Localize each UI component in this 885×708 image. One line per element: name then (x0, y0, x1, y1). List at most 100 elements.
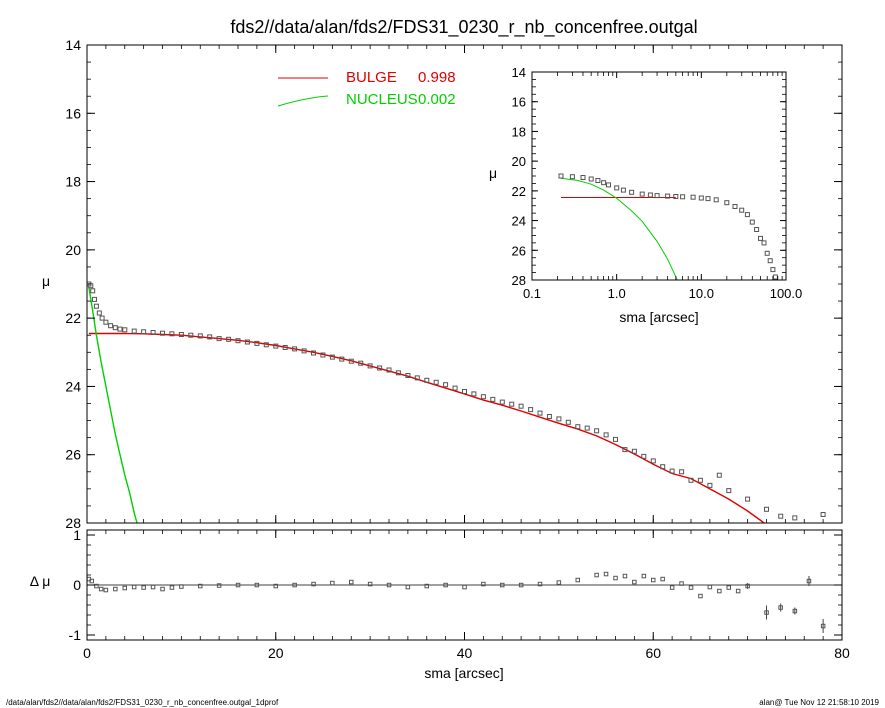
inset-data-point (569, 174, 575, 180)
main-data-point (339, 356, 345, 362)
main-data-point (650, 458, 656, 464)
main-axis-ticks: 14 16 18 20 22 24 26 28 (65, 37, 843, 531)
main-data-point (528, 407, 534, 413)
main-data-point (537, 410, 543, 416)
residual-data-point (556, 580, 562, 585)
residual-data-point (141, 585, 146, 590)
main-data-point (405, 373, 411, 378)
main-y-tick-label: 24 (65, 378, 81, 394)
inset-data-point (690, 194, 696, 200)
residual-y-tick-label: -1 (69, 627, 82, 643)
residual-data-point (698, 593, 703, 599)
main-data-point (509, 401, 515, 407)
residual-data-point (669, 585, 675, 590)
residual-data-point (179, 584, 184, 589)
main-data-point (669, 468, 675, 474)
residual-data-point (726, 585, 731, 590)
main-data-point (301, 348, 307, 354)
residual-x-tick-label: 40 (457, 645, 473, 661)
main-data-point (216, 336, 222, 342)
inset-data-point (629, 189, 635, 195)
main-data-point (122, 327, 128, 333)
residual-data-point (349, 579, 354, 585)
main-data-point (414, 375, 420, 381)
main-data-point (112, 325, 118, 331)
inset-y-tick-label: 24 (512, 214, 526, 229)
legend-nucleus-swatch (277, 95, 329, 107)
main-data-point (141, 329, 147, 335)
residual-data-point (603, 571, 609, 577)
residual-data-point (273, 583, 278, 589)
inset-data-point (580, 175, 586, 180)
inset-y-tick-label: 22 (512, 184, 526, 199)
main-y-tick-label: 20 (65, 242, 81, 258)
inset-data-point (758, 235, 763, 241)
footer-timestamp: alan@ Tue Nov 12 21:58:10 2019 (759, 698, 879, 707)
legend-bulge-value: 0.998 (418, 69, 456, 86)
footer-file-path: /data/alan/fds2//data/alan/fds2/FDS31_02… (6, 698, 279, 707)
legend-bulge-label: BULGE (346, 69, 397, 86)
residual-y-tick-label: 1 (73, 527, 81, 543)
residual-axis-ticks: 10-10 20 40 60 80 (69, 527, 850, 661)
residual-data-point (216, 583, 222, 588)
main-data-point (688, 477, 694, 483)
main-data-point (377, 365, 383, 371)
residual-data-point (311, 581, 316, 587)
inset-x-tick-label: 100.0 (770, 286, 803, 301)
residual-data-point (632, 579, 637, 585)
main-data-point (778, 513, 784, 519)
residual-data-point (198, 583, 203, 589)
residual-x-axis-label: sma [arcsec] (424, 665, 503, 681)
inset-x-tick-label: 0.1 (523, 286, 541, 301)
main-data-point (320, 352, 326, 358)
inset-y-tick-label: 16 (512, 95, 526, 110)
inset-data-point (601, 180, 607, 186)
main-data-point (518, 403, 524, 409)
main-data-point (254, 340, 260, 346)
legend-nucleus-label: NUCLEUS (346, 91, 418, 108)
main-data-point (631, 448, 637, 454)
residual-data-point (443, 582, 448, 588)
main-data-point (594, 428, 600, 434)
residual-data-point (679, 581, 684, 586)
main-data-point (235, 338, 241, 344)
chart-title: fds2//data/alan/fds2/FDS31_0230_r_nb_con… (230, 17, 697, 38)
main-data-point (546, 414, 552, 419)
inset-data-point (680, 194, 686, 200)
inset-data-point (713, 197, 719, 203)
residual-data-point (235, 582, 241, 588)
residual-data-point (103, 587, 109, 593)
residual-data-point (462, 584, 467, 590)
inset-data-point (767, 258, 773, 264)
inset-panel: 14 16 18 20 22 24 26 280.1 1.0 10.0 100.0 μ sma [a… (489, 65, 802, 325)
main-y-tick-label: 14 (65, 37, 81, 53)
residual-plot-area (87, 571, 842, 633)
main-data-point (93, 303, 99, 309)
residual-x-tick-label: 20 (268, 645, 284, 661)
residual-data-point (113, 586, 118, 592)
residual-data-point (131, 584, 137, 590)
inset-data-point (614, 185, 620, 191)
main-data-point (311, 350, 316, 356)
inset-data-point (705, 196, 711, 202)
main-data-point (292, 346, 298, 352)
main-data-point (329, 354, 335, 360)
main-data-point (160, 330, 165, 336)
main-data-point (490, 396, 496, 402)
residual-data-point (122, 585, 127, 591)
inset-data-point (724, 200, 730, 206)
main-data-point (178, 332, 184, 337)
residual-data-point (594, 572, 599, 578)
main-data-point (226, 336, 232, 342)
main-data-point (108, 323, 114, 329)
main-data-point (603, 432, 609, 438)
main-data-point (424, 377, 430, 383)
residual-data-point (735, 588, 741, 594)
main-data-point (584, 425, 590, 431)
inset-data-point (698, 195, 704, 201)
main-data-point (480, 394, 486, 400)
inset-data-point (732, 204, 738, 209)
main-data-point (433, 379, 439, 385)
inset-y-tick-label: 14 (512, 65, 526, 80)
residual-data-point (537, 581, 543, 587)
